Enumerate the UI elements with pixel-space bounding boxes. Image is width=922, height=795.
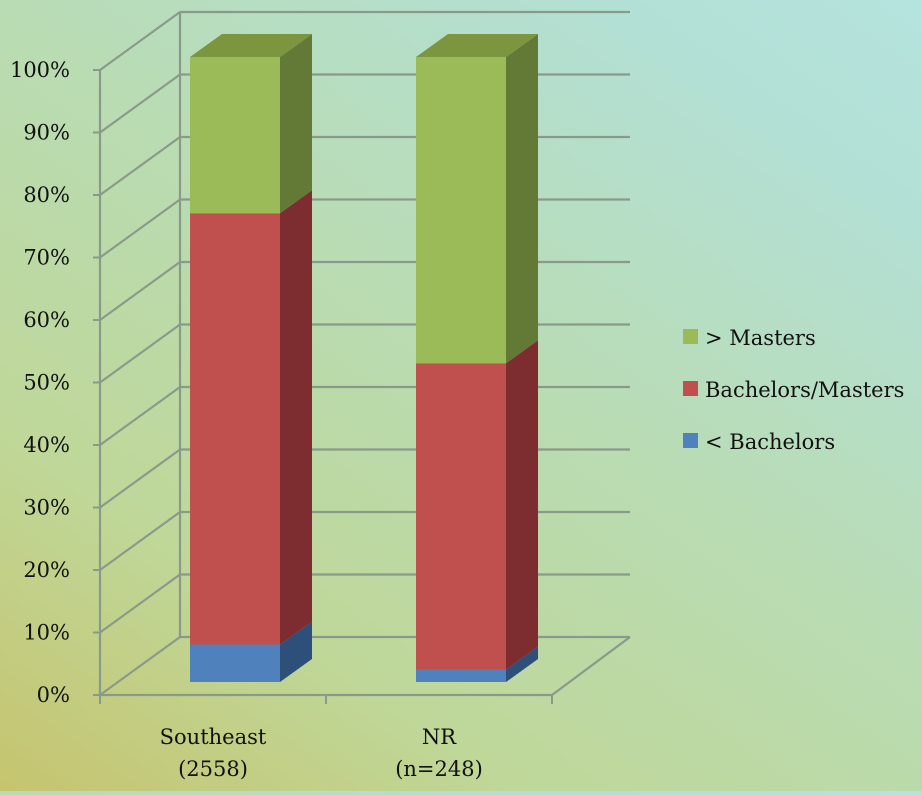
legend-label: < Bachelors	[705, 430, 835, 454]
y-tick-labels: 0% 10% 20% 30% 40% 50% 60% 70% 80% 90% 100%	[10, 58, 70, 707]
y-tick-label: 60%	[23, 308, 70, 332]
legend-label: Bachelors/Masters	[705, 378, 904, 402]
y-tick-label: 10%	[23, 621, 70, 645]
bar-segment-side	[506, 34, 538, 364]
side-gridline	[99, 573, 181, 634]
x-category-label: (n=248)	[395, 757, 483, 781]
y-tick-label: 30%	[23, 496, 70, 520]
x-category-label: NR	[422, 725, 457, 749]
bar-segment-side	[506, 646, 538, 682]
bar-segment-side	[280, 190, 312, 645]
bar-top-face	[416, 34, 538, 57]
bar-segment-front	[416, 669, 506, 682]
x-category-labels: Southeast (2558) NR (n=248)	[160, 725, 483, 781]
bar-top-face	[190, 34, 312, 57]
bar-segment-front	[190, 57, 280, 214]
legend-swatch	[683, 381, 698, 396]
side-gridline	[99, 73, 181, 134]
side-gridline	[99, 261, 181, 321]
floor-right-edge	[551, 636, 631, 696]
legend: > Masters Bachelors/Masters < Bachelors	[683, 326, 904, 454]
bar-segment-side	[280, 621, 312, 682]
side-gridline	[99, 198, 181, 259]
y-tick-label: 100%	[10, 58, 70, 82]
legend-label: > Masters	[705, 326, 816, 350]
legend-swatch	[683, 329, 698, 344]
bar-segment-front	[416, 363, 506, 670]
y-tick-label: 50%	[23, 371, 70, 395]
side-gridline	[99, 11, 181, 71]
side-gridline	[99, 448, 181, 509]
y-tick-label: 20%	[23, 558, 70, 582]
bar-segment-side	[506, 340, 538, 670]
y-tick-label: 70%	[23, 246, 70, 270]
x-category-label: (2558)	[178, 757, 248, 781]
y-tick-label: 80%	[23, 183, 70, 207]
x-category-label: Southeast	[160, 725, 267, 749]
side-gridline	[99, 511, 181, 571]
bar-layer	[190, 34, 538, 682]
side-gridline	[99, 323, 181, 384]
y-tick-label: 40%	[23, 433, 70, 457]
bar-segment-front	[416, 57, 506, 364]
side-gridline	[99, 136, 181, 196]
bar-segment-front	[190, 213, 280, 645]
y-tick-label: 0%	[37, 683, 70, 707]
y-tick-label: 90%	[23, 121, 70, 145]
bar-segment-front	[190, 644, 280, 682]
legend-swatch	[683, 433, 698, 448]
side-gridline	[99, 386, 181, 446]
bar-segment-side	[280, 34, 312, 214]
side-gridline	[99, 636, 181, 696]
axis-layer	[93, 12, 631, 704]
